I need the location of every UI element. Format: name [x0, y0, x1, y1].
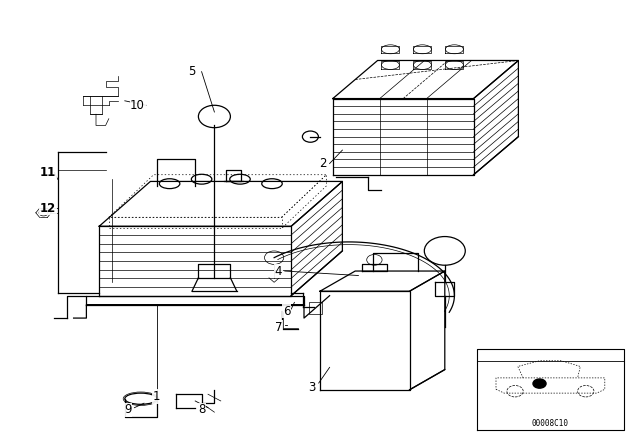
Text: 8: 8 [198, 403, 205, 417]
Text: 2: 2 [319, 157, 327, 170]
Text: 1: 1 [153, 390, 161, 403]
Text: 9: 9 [124, 403, 132, 417]
Bar [309, 302, 322, 314]
Text: 5: 5 [188, 65, 196, 78]
Text: 6: 6 [283, 305, 291, 318]
Text: 11: 11 [40, 166, 56, 179]
Circle shape [533, 379, 546, 388]
Text: 12: 12 [40, 202, 56, 215]
Text: 4: 4 [275, 264, 282, 278]
Text: 7: 7 [275, 320, 282, 334]
Text: 00008C10: 00008C10 [532, 419, 569, 428]
Text: 10: 10 [130, 99, 145, 112]
Text: 3: 3 [308, 381, 316, 394]
